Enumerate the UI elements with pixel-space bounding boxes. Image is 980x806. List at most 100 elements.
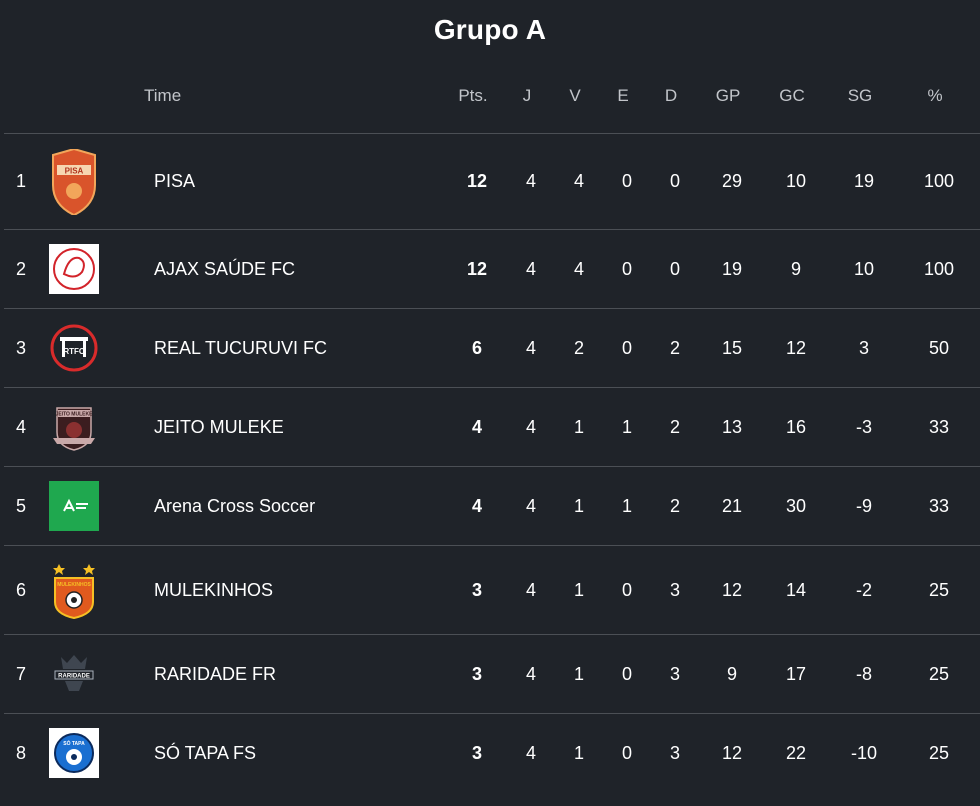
arena-cross-logo-icon bbox=[49, 481, 99, 531]
team-goal-difference: 10 bbox=[853, 258, 875, 279]
team-goal-difference: -3 bbox=[855, 416, 872, 437]
table-row[interactable]: 1 PISA PISA 12 4 4 0 0 29 10 19 100 bbox=[4, 133, 980, 229]
header-time[interactable]: Time bbox=[144, 86, 182, 105]
raridade-crest-icon: RARIDADE bbox=[49, 649, 99, 699]
table-row[interactable]: 3 RTFC REAL TUCURUVI FC 6 4 2 0 2 15 12 … bbox=[4, 308, 980, 387]
logo-text: JEITO MULEKE bbox=[56, 412, 94, 418]
team-goals-for: 19 bbox=[721, 258, 743, 279]
team-goals-against: 9 bbox=[790, 258, 801, 279]
table-row[interactable]: 7 RARIDADE RARIDADE FR 3 4 1 0 3 9 17 -8… bbox=[4, 634, 980, 713]
team-percentage: 100 bbox=[923, 258, 955, 279]
team-draws: 0 bbox=[621, 579, 632, 600]
team-draws: 1 bbox=[621, 495, 632, 516]
header-e[interactable]: E bbox=[617, 86, 629, 105]
team-goals-against: 14 bbox=[785, 579, 807, 600]
so-tapa-crest-icon: SÓ TAPA bbox=[49, 728, 99, 778]
ajax-crest-icon bbox=[49, 244, 99, 294]
team-position: 2 bbox=[16, 258, 27, 279]
team-draws: 0 bbox=[621, 171, 632, 191]
team-goal-difference: -8 bbox=[855, 663, 872, 684]
team-percentage: 100 bbox=[923, 171, 955, 191]
team-goals-against: 17 bbox=[785, 663, 807, 684]
team-games: 4 bbox=[525, 337, 536, 358]
team-points: 4 bbox=[471, 416, 482, 437]
team-wins: 4 bbox=[573, 171, 584, 191]
team-losses: 3 bbox=[669, 579, 680, 600]
team-points: 3 bbox=[471, 742, 482, 763]
team-wins: 1 bbox=[573, 579, 584, 600]
team-goal-difference: -2 bbox=[855, 579, 872, 600]
team-name[interactable]: RARIDADE FR bbox=[154, 663, 277, 684]
logo-text: SÓ TAPA bbox=[63, 739, 85, 747]
team-wins: 2 bbox=[573, 337, 584, 358]
logo-text: RTFC bbox=[63, 347, 85, 356]
team-losses: 3 bbox=[669, 663, 680, 684]
header-v[interactable]: V bbox=[569, 86, 581, 105]
table-row[interactable]: 5 Arena Cross Soccer 4 4 1 1 2 21 30 -9 … bbox=[4, 466, 980, 545]
team-name[interactable]: SÓ TAPA FS bbox=[154, 742, 257, 763]
team-goals-against: 10 bbox=[785, 171, 807, 191]
mulekinhos-crest-icon: MULEKINHOS bbox=[49, 560, 99, 620]
table-row[interactable]: 6 MULEKINHOS MULEKINHOS 3 4 1 0 3 12 14 … bbox=[4, 545, 980, 634]
header-pts[interactable]: Pts. bbox=[458, 86, 488, 105]
team-losses: 2 bbox=[669, 337, 680, 358]
header-sg[interactable]: SG bbox=[847, 86, 873, 105]
team-goal-difference: -9 bbox=[855, 495, 872, 516]
team-percentage: 33 bbox=[928, 495, 950, 516]
team-goals-for: 12 bbox=[721, 579, 743, 600]
team-games: 4 bbox=[525, 663, 536, 684]
header-j[interactable]: J bbox=[522, 86, 532, 105]
real-tucuruvi-crest-icon: RTFC bbox=[49, 323, 99, 373]
jeito-muleke-crest-icon: JEITO MULEKE bbox=[49, 402, 99, 452]
header-pct[interactable]: % bbox=[927, 86, 943, 105]
team-goals-against: 16 bbox=[785, 416, 807, 437]
team-position: 4 bbox=[16, 416, 27, 437]
team-position: 1 bbox=[16, 171, 27, 191]
team-goals-for: 12 bbox=[721, 742, 743, 763]
team-name[interactable]: JEITO MULEKE bbox=[154, 416, 284, 437]
header-gp[interactable]: GP bbox=[715, 86, 741, 105]
team-name[interactable]: REAL TUCURUVI FC bbox=[154, 337, 328, 358]
team-position: 7 bbox=[16, 663, 27, 684]
table-header: Time Pts. J V E D GP GC SG % bbox=[0, 86, 980, 114]
team-draws: 0 bbox=[621, 742, 632, 763]
team-games: 4 bbox=[525, 258, 536, 279]
team-goal-difference: -10 bbox=[850, 742, 877, 763]
pisa-crest-icon: PISA bbox=[49, 148, 99, 215]
team-games: 4 bbox=[525, 495, 536, 516]
team-goals-for: 13 bbox=[721, 416, 743, 437]
team-games: 4 bbox=[525, 416, 536, 437]
table-row[interactable]: 4 JEITO MULEKE JEITO MULEKE 4 4 1 1 2 13… bbox=[4, 387, 980, 466]
table-row[interactable]: 2 AJAX SAÚDE FC 12 4 4 0 0 19 9 10 100 bbox=[4, 229, 980, 308]
team-games: 4 bbox=[525, 579, 536, 600]
header-gc[interactable]: GC bbox=[779, 86, 805, 105]
team-goals-for: 9 bbox=[726, 663, 737, 684]
team-losses: 0 bbox=[669, 258, 680, 279]
team-points: 6 bbox=[471, 337, 482, 358]
standings-table: 1 PISA PISA 12 4 4 0 0 29 10 19 100 2 AJ… bbox=[4, 133, 980, 792]
team-name[interactable]: Arena Cross Soccer bbox=[154, 495, 316, 516]
team-points: 3 bbox=[471, 579, 482, 600]
team-draws: 1 bbox=[621, 416, 632, 437]
team-points: 12 bbox=[466, 171, 488, 191]
team-goal-difference: 19 bbox=[853, 171, 875, 191]
team-goals-for: 21 bbox=[721, 495, 743, 516]
team-wins: 1 bbox=[573, 495, 584, 516]
team-position: 5 bbox=[16, 495, 27, 516]
team-percentage: 33 bbox=[928, 416, 950, 437]
team-wins: 1 bbox=[573, 663, 584, 684]
team-points: 12 bbox=[466, 258, 488, 279]
team-losses: 0 bbox=[669, 171, 680, 191]
table-row[interactable]: 8 SÓ TAPA SÓ TAPA FS 3 4 1 0 3 12 22 -10… bbox=[4, 713, 980, 792]
team-goals-against: 22 bbox=[785, 742, 807, 763]
header-d[interactable]: D bbox=[664, 86, 678, 105]
team-name[interactable]: AJAX SAÚDE FC bbox=[154, 258, 296, 279]
team-name[interactable]: MULEKINHOS bbox=[154, 579, 274, 600]
page-title: Grupo A bbox=[433, 14, 547, 45]
team-percentage: 50 bbox=[928, 337, 950, 358]
team-percentage: 25 bbox=[928, 742, 950, 763]
team-name[interactable]: PISA bbox=[154, 171, 196, 191]
team-points: 3 bbox=[471, 663, 482, 684]
team-percentage: 25 bbox=[928, 663, 950, 684]
logo-text: MULEKINHOS bbox=[57, 582, 91, 588]
